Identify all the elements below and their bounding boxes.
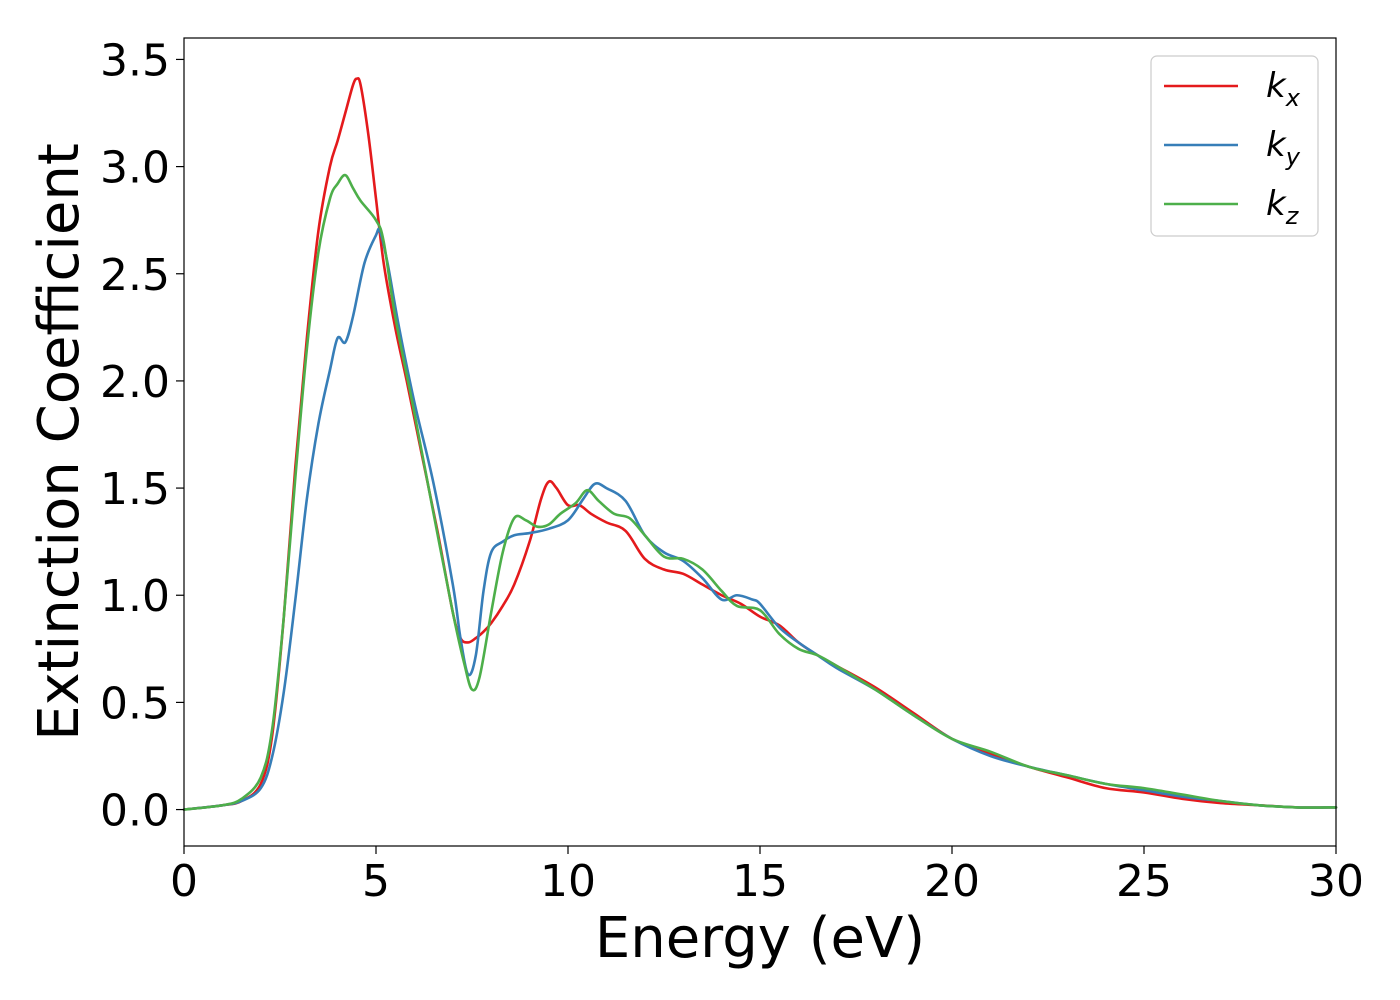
series-line-kx	[182, 77, 1338, 811]
x-axis-label: Energy (eV)	[595, 906, 925, 971]
x-tick-label: 30	[1308, 856, 1364, 907]
series-line-kz	[182, 173, 1338, 811]
y-tick-label: 2.5	[100, 250, 170, 301]
x-axis-ticks: 0 5 10 15 20 25 30	[170, 846, 1364, 907]
legend: kx ky kz	[1150, 55, 1319, 237]
x-tick-label: 25	[1116, 856, 1172, 907]
x-tick-label: 5	[362, 856, 390, 907]
y-tick-label: 1.5	[100, 464, 170, 515]
legend-label-ky: ky	[1266, 125, 1301, 171]
y-axis-label: Extinction Coefficient	[27, 143, 92, 741]
y-tick-label: 2.0	[100, 357, 170, 408]
x-tick-label: 10	[540, 856, 596, 907]
plot-frame	[183, 37, 1337, 847]
x-tick-label: 15	[732, 856, 788, 907]
x-tick-label: 0	[170, 856, 198, 907]
y-tick-label: 3.0	[100, 143, 170, 194]
y-tick-label: 1.0	[100, 571, 170, 622]
plot-area	[182, 77, 1338, 811]
legend-label-kx: kx	[1266, 66, 1301, 112]
x-tick-label: 20	[924, 856, 980, 907]
y-tick-label: 0.0	[100, 786, 170, 837]
legend-label-kz: kz	[1266, 184, 1300, 230]
series-line-ky	[182, 227, 1338, 811]
y-axis-ticks: 0.0 0.5 1.0 1.5 2.0 2.5 3.0 3.5	[100, 35, 184, 837]
y-tick-label: 0.5	[100, 678, 170, 729]
y-tick-label: 3.5	[100, 35, 170, 86]
